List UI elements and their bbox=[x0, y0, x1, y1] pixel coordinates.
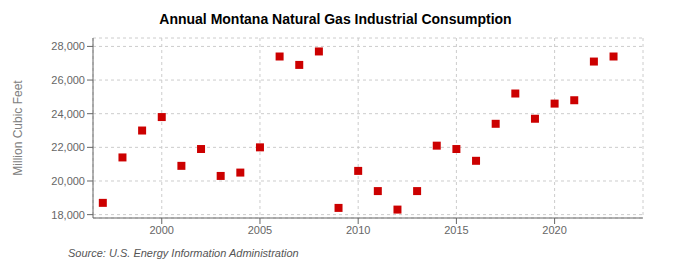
svg-text:Million Cubic Feet: Million Cubic Feet bbox=[11, 80, 25, 176]
svg-text:28,000: 28,000 bbox=[51, 40, 85, 52]
svg-text:2000: 2000 bbox=[150, 224, 174, 236]
svg-text:26,000: 26,000 bbox=[51, 74, 85, 86]
svg-text:24,000: 24,000 bbox=[51, 108, 85, 120]
svg-text:2010: 2010 bbox=[346, 224, 370, 236]
svg-text:22,000: 22,000 bbox=[51, 141, 85, 153]
svg-text:2015: 2015 bbox=[444, 224, 468, 236]
svg-text:18,000: 18,000 bbox=[51, 209, 85, 221]
html-text:Annual Montana Natural Gas Ind: Annual Montana Natural Gas Industrial Co… bbox=[159, 11, 512, 27]
svg-text:2020: 2020 bbox=[542, 224, 566, 236]
svg-text:20,000: 20,000 bbox=[51, 175, 85, 187]
svg-text:2005: 2005 bbox=[248, 224, 272, 236]
html-text:Source: U.S. Energy Informatio: Source: U.S. Energy Information Administ… bbox=[68, 247, 299, 259]
